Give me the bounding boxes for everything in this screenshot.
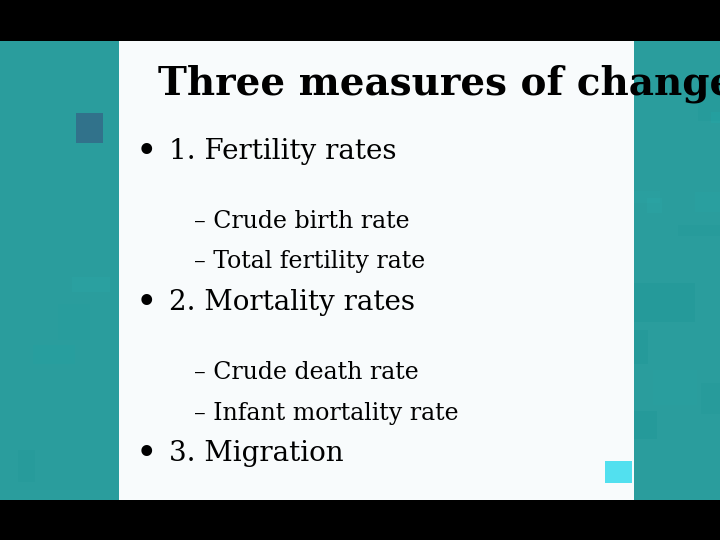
- Bar: [76, 113, 103, 143]
- Bar: [126, 0, 178, 10]
- Bar: [456, 213, 477, 251]
- Bar: [526, 170, 603, 195]
- Bar: [256, 18, 291, 50]
- Bar: [695, 192, 720, 212]
- Text: 1. Fertility rates: 1. Fertility rates: [169, 138, 397, 165]
- Bar: [0, 500, 720, 540]
- Bar: [131, 114, 176, 132]
- Bar: [18, 450, 35, 482]
- Bar: [620, 512, 671, 536]
- Bar: [513, 377, 551, 412]
- Bar: [548, 210, 618, 237]
- Bar: [678, 225, 720, 236]
- Bar: [464, 422, 528, 446]
- Text: – Infant mortality rate: – Infant mortality rate: [194, 402, 459, 424]
- Bar: [107, 0, 140, 1]
- Text: – Total fertility rate: – Total fertility rate: [194, 251, 426, 273]
- Bar: [618, 330, 648, 364]
- Bar: [621, 191, 660, 204]
- Bar: [698, 82, 720, 122]
- Text: 2. Mortality rates: 2. Mortality rates: [169, 289, 415, 316]
- Bar: [351, 29, 396, 51]
- Bar: [72, 276, 110, 292]
- Bar: [487, 114, 516, 143]
- Text: •: •: [137, 438, 156, 469]
- Bar: [194, 390, 220, 408]
- Bar: [58, 303, 90, 340]
- Bar: [426, 498, 485, 515]
- Bar: [204, 350, 253, 375]
- Text: 3. Migration: 3. Migration: [169, 440, 344, 467]
- Text: •: •: [137, 287, 156, 318]
- Bar: [76, 113, 103, 143]
- Bar: [32, 345, 75, 364]
- Bar: [647, 198, 662, 213]
- Text: – Crude death rate: – Crude death rate: [194, 361, 419, 384]
- Bar: [0, 0, 720, 40]
- Bar: [402, 44, 430, 63]
- Bar: [512, 72, 570, 113]
- Text: •: •: [137, 136, 156, 167]
- Bar: [317, 462, 367, 474]
- Bar: [605, 461, 632, 483]
- Bar: [270, 0, 337, 26]
- Bar: [711, 112, 720, 123]
- Bar: [579, 411, 657, 439]
- Bar: [441, 508, 456, 536]
- Bar: [500, 44, 559, 65]
- Bar: [701, 383, 720, 414]
- Bar: [262, 0, 346, 15]
- Text: Three measures of change: Three measures of change: [158, 64, 720, 103]
- Bar: [698, 74, 720, 91]
- Bar: [616, 283, 695, 321]
- Text: – Crude birth rate: – Crude birth rate: [194, 210, 410, 233]
- Bar: [248, 170, 312, 198]
- Bar: [474, 211, 495, 233]
- Bar: [119, 40, 634, 500]
- Bar: [654, 370, 698, 406]
